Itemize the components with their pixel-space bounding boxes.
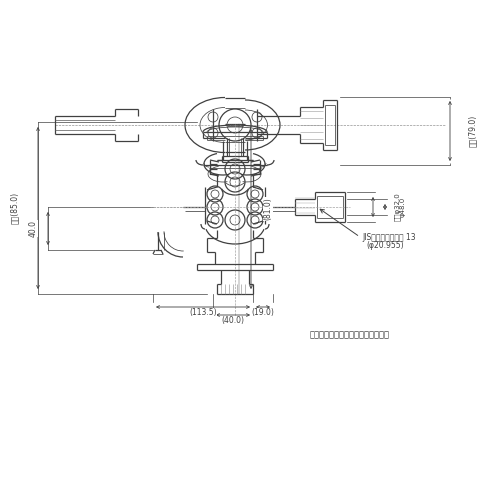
Text: (40.0): (40.0) xyxy=(222,316,244,326)
Text: 最大(85.0): 最大(85.0) xyxy=(10,192,18,224)
Text: 注：（）内寸法は参考寸法である。: 注：（）内寸法は参考寸法である。 xyxy=(310,330,390,340)
Text: (113.5): (113.5) xyxy=(189,308,217,318)
Text: 最大(79.0): 最大(79.0) xyxy=(468,115,476,147)
Text: (81.0): (81.0) xyxy=(264,198,272,220)
Text: (φ20.955): (φ20.955) xyxy=(366,240,404,250)
Text: 内径φ32.0: 内径φ32.0 xyxy=(394,192,400,222)
Text: 40.0: 40.0 xyxy=(28,220,38,237)
Text: JIS給水栓螺旋ねじ 13: JIS給水栓螺旋ねじ 13 xyxy=(362,234,416,242)
Text: (19.0): (19.0) xyxy=(252,308,274,318)
Text: φ48.0: φ48.0 xyxy=(400,197,406,217)
